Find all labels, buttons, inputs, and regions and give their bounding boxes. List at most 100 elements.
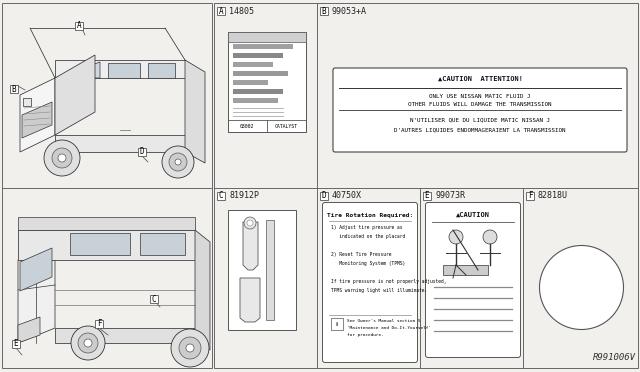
- Polygon shape: [22, 102, 52, 138]
- Polygon shape: [18, 245, 55, 343]
- Text: 99053+A: 99053+A: [332, 6, 367, 16]
- Polygon shape: [195, 230, 210, 350]
- Circle shape: [247, 220, 253, 226]
- Polygon shape: [108, 63, 140, 78]
- Text: Tire Rotation Required:: Tire Rotation Required:: [327, 212, 413, 218]
- Circle shape: [52, 148, 72, 168]
- Polygon shape: [20, 78, 55, 152]
- Bar: [266, 220, 274, 320]
- Bar: [228, 32, 306, 132]
- Bar: [443, 265, 488, 275]
- FancyBboxPatch shape: [323, 202, 417, 362]
- Text: A: A: [77, 22, 81, 31]
- Polygon shape: [55, 135, 185, 152]
- Circle shape: [449, 230, 463, 244]
- Circle shape: [162, 146, 194, 178]
- Polygon shape: [55, 55, 95, 135]
- Text: TPMS warning light will illuminate.: TPMS warning light will illuminate.: [331, 288, 428, 293]
- Text: ▲CAUTION  ATTENTION!: ▲CAUTION ATTENTION!: [438, 76, 522, 82]
- Polygon shape: [20, 248, 52, 291]
- Text: CATALYST: CATALYST: [275, 124, 298, 128]
- Circle shape: [58, 154, 66, 162]
- Circle shape: [71, 326, 105, 360]
- Text: If tire pressure is not properly adjusted,: If tire pressure is not properly adjuste…: [331, 279, 447, 284]
- Text: 14805: 14805: [229, 6, 254, 16]
- Text: i: i: [336, 321, 338, 327]
- Text: E: E: [425, 192, 429, 201]
- Text: C: C: [219, 192, 223, 201]
- Circle shape: [540, 246, 623, 330]
- Bar: [214, 3, 638, 368]
- Polygon shape: [185, 60, 205, 163]
- Bar: [233, 53, 283, 58]
- Polygon shape: [18, 217, 195, 230]
- Bar: [75, 22, 83, 30]
- Text: E: E: [13, 340, 19, 349]
- Bar: [12, 340, 20, 348]
- Polygon shape: [55, 60, 185, 78]
- Circle shape: [175, 159, 181, 165]
- Bar: [233, 98, 278, 103]
- Text: N'UTILISER QUE DU LIQUIDE MATIC NISSAN J: N'UTILISER QUE DU LIQUIDE MATIC NISSAN J: [410, 118, 550, 122]
- Polygon shape: [55, 62, 100, 78]
- Polygon shape: [240, 278, 260, 322]
- Bar: [150, 295, 158, 303]
- Bar: [23, 98, 31, 106]
- Text: See Owner's Manual section 5: See Owner's Manual section 5: [347, 319, 420, 323]
- Text: F: F: [97, 320, 101, 328]
- Text: D: D: [140, 148, 144, 157]
- Text: 99073R: 99073R: [435, 192, 465, 201]
- Bar: [2, 3, 212, 368]
- Bar: [320, 192, 328, 200]
- Polygon shape: [140, 233, 185, 255]
- Text: 'Maintenance and Do-It-Yourself': 'Maintenance and Do-It-Yourself': [347, 326, 431, 330]
- Bar: [10, 85, 18, 93]
- Text: OTHER FLUIDS WILL DAMAGE THE TRANSMISSION: OTHER FLUIDS WILL DAMAGE THE TRANSMISSIO…: [408, 102, 552, 106]
- Text: ONLY USE NISSAN MATIC FLUID J: ONLY USE NISSAN MATIC FLUID J: [429, 93, 531, 99]
- Text: R991006V: R991006V: [593, 353, 636, 362]
- Bar: [228, 32, 306, 42]
- Text: 2) Reset Tire Pressure: 2) Reset Tire Pressure: [331, 252, 392, 257]
- Bar: [233, 89, 283, 94]
- Text: 82818U: 82818U: [538, 192, 568, 201]
- Text: indicated on the placard: indicated on the placard: [331, 234, 405, 239]
- Polygon shape: [18, 230, 195, 260]
- Polygon shape: [243, 222, 258, 270]
- Bar: [423, 192, 431, 200]
- Circle shape: [44, 140, 80, 176]
- Circle shape: [186, 344, 194, 352]
- Text: Monitoring System (TPMS): Monitoring System (TPMS): [331, 261, 405, 266]
- Circle shape: [244, 217, 256, 229]
- Text: B: B: [322, 6, 326, 16]
- Text: 40750X: 40750X: [332, 192, 362, 201]
- Bar: [228, 210, 296, 330]
- Polygon shape: [18, 317, 40, 343]
- Circle shape: [169, 153, 187, 171]
- Bar: [331, 318, 343, 330]
- Text: 81912P: 81912P: [229, 192, 259, 201]
- Polygon shape: [70, 233, 130, 255]
- FancyBboxPatch shape: [426, 202, 520, 357]
- Circle shape: [84, 339, 92, 347]
- Text: D: D: [322, 192, 326, 201]
- Bar: [233, 62, 273, 67]
- Bar: [233, 80, 268, 85]
- Bar: [95, 320, 103, 328]
- Text: A: A: [219, 6, 223, 16]
- Bar: [138, 148, 146, 156]
- Text: F: F: [528, 192, 532, 201]
- Bar: [233, 44, 293, 49]
- Text: 1) Adjust tire pressure as: 1) Adjust tire pressure as: [331, 225, 403, 230]
- Polygon shape: [148, 63, 175, 78]
- Circle shape: [179, 337, 201, 359]
- Circle shape: [483, 230, 497, 244]
- Bar: [233, 71, 288, 76]
- Bar: [217, 7, 225, 15]
- Circle shape: [78, 333, 98, 353]
- Text: ▲CAUTION: ▲CAUTION: [456, 212, 490, 218]
- Bar: [526, 192, 534, 200]
- Text: B: B: [12, 84, 16, 93]
- Text: D'AUTRES LIQUIDES ENDOMMAGERAIENT LA TRANSMISSION: D'AUTRES LIQUIDES ENDOMMAGERAIENT LA TRA…: [394, 128, 566, 132]
- FancyBboxPatch shape: [333, 68, 627, 152]
- Text: C: C: [152, 295, 156, 304]
